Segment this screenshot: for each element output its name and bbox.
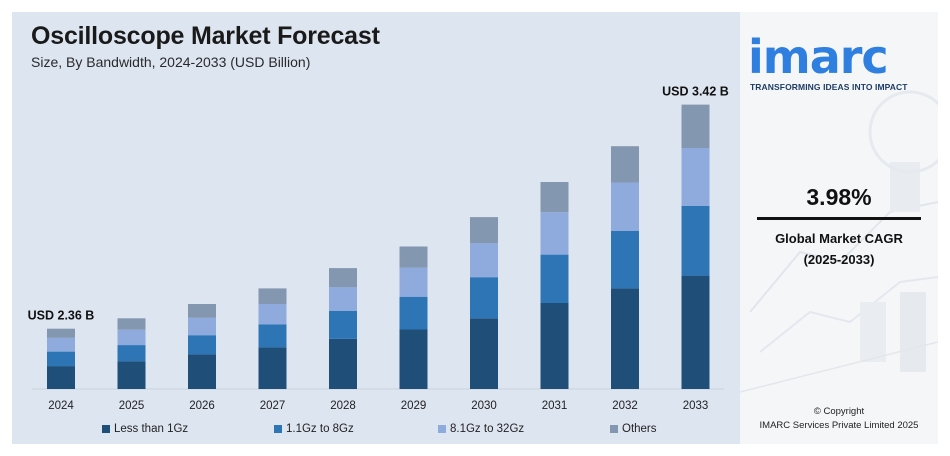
bar-segment-2030-3 bbox=[470, 217, 498, 244]
bar-segment-2030-0 bbox=[470, 318, 498, 389]
legend-label: Others bbox=[622, 423, 657, 435]
x-tick-label: 2025 bbox=[119, 400, 145, 412]
x-tick-label: 2024 bbox=[48, 400, 74, 412]
chart-legend: Less than 1Gz 1.1Gz to 8Gz 8.1Gz to 32Gz… bbox=[12, 423, 740, 439]
x-tick-label: 2033 bbox=[683, 400, 709, 412]
legend-item-8-1gz-to-32gz: 8.1Gz to 32Gz bbox=[438, 423, 524, 435]
data-label-2024: USD 2.36 B bbox=[28, 309, 95, 323]
bar-segment-2024-1 bbox=[47, 351, 75, 367]
bar-segment-2027-2 bbox=[258, 304, 287, 325]
bar-segment-2027-1 bbox=[258, 324, 287, 348]
bar-segment-2029-3 bbox=[399, 246, 428, 268]
legend-label: Less than 1Gz bbox=[114, 423, 189, 435]
legend-swatch bbox=[438, 425, 446, 433]
legend-item-less-than-1gz: Less than 1Gz bbox=[102, 423, 188, 435]
bar-segment-2028-3 bbox=[329, 268, 357, 288]
bar-segment-2027-0 bbox=[258, 347, 287, 389]
bar-segment-2026-1 bbox=[188, 335, 216, 355]
legend-item-others: Others bbox=[610, 423, 657, 435]
imarc-logo: imarc bbox=[748, 30, 889, 84]
bar-segment-2031-0 bbox=[540, 302, 569, 389]
bar-segment-2028-1 bbox=[329, 311, 357, 339]
logo-tagline: TRANSFORMING IDEAS INTO IMPACT bbox=[750, 82, 908, 92]
bar-segment-2024-0 bbox=[47, 366, 75, 389]
bar-segment-2032-1 bbox=[611, 230, 639, 289]
bar-segment-2024-2 bbox=[47, 337, 75, 352]
legend-label: 1.1Gz to 8Gz bbox=[286, 423, 354, 435]
bar-segment-2026-3 bbox=[188, 304, 216, 318]
decorative-background bbox=[740, 90, 938, 393]
legend-swatch bbox=[274, 425, 282, 433]
cagr-value: 3.98% bbox=[806, 184, 872, 210]
bar-segment-2027-3 bbox=[258, 288, 287, 304]
chart-subtitle: Size, By Bandwidth, 2024-2033 (USD Billi… bbox=[31, 54, 311, 70]
bar-segment-2028-2 bbox=[329, 287, 357, 311]
x-tick-label: 2027 bbox=[260, 400, 286, 412]
bar-segment-2024-3 bbox=[47, 328, 75, 338]
bar-segment-2030-1 bbox=[470, 277, 498, 319]
bar-segment-2026-0 bbox=[188, 354, 216, 389]
legend-swatch bbox=[610, 425, 618, 433]
cagr-label: Global Market CAGR bbox=[775, 231, 903, 246]
bar-segment-2032-3 bbox=[611, 146, 639, 183]
chart-panel: Oscilloscope Market Forecast Size, By Ba… bbox=[12, 12, 740, 444]
bar-segment-2031-2 bbox=[540, 212, 569, 255]
bar-chart: 2024 2025 2026 2027 2028 2029 2030 2031 2032 2033… bbox=[28, 85, 729, 412]
bar-segment-2030-2 bbox=[470, 243, 498, 278]
bar-segment-2026-2 bbox=[188, 317, 216, 336]
sidebar-panel: imarc TRANSFORMING IDEAS INTO IMPACT 3.9… bbox=[740, 12, 938, 444]
bar-segment-2028-0 bbox=[329, 338, 357, 389]
x-tick-label: 2032 bbox=[612, 400, 638, 412]
bar-segment-2025-1 bbox=[117, 345, 146, 362]
copyright-line: © Copyright bbox=[813, 406, 865, 417]
x-tick-label: 2026 bbox=[189, 400, 215, 412]
cagr-divider bbox=[757, 217, 921, 220]
x-tick-label: 2031 bbox=[542, 400, 568, 412]
bar-segment-2029-2 bbox=[399, 267, 428, 297]
bar-segment-2033-2 bbox=[681, 148, 710, 206]
bar-segment-2031-3 bbox=[540, 182, 569, 213]
x-tick-label: 2028 bbox=[330, 400, 356, 412]
legend-item-1-1gz-to-8gz: 1.1Gz to 8Gz bbox=[274, 423, 354, 435]
bar-segment-2025-3 bbox=[117, 318, 146, 330]
bar-segment-2033-3 bbox=[681, 104, 710, 148]
chart-title: Oscilloscope Market Forecast bbox=[31, 22, 380, 50]
legend-label: 8.1Gz to 32Gz bbox=[450, 423, 525, 435]
copyright-company: IMARC Services Private Limited 2025 bbox=[759, 420, 919, 431]
bar-segment-2032-0 bbox=[611, 288, 639, 389]
cagr-period: (2025-2033) bbox=[803, 252, 875, 267]
bar-segment-2032-2 bbox=[611, 182, 639, 231]
x-tick-label: 2029 bbox=[401, 400, 427, 412]
bar-segment-2029-1 bbox=[399, 296, 428, 330]
data-label-2033: USD 3.42 B bbox=[662, 85, 729, 99]
bar-segment-2031-1 bbox=[540, 254, 569, 303]
bar-segment-2025-0 bbox=[117, 361, 146, 389]
bar-segment-2033-1 bbox=[681, 206, 710, 276]
x-tick-label: 2030 bbox=[471, 400, 497, 412]
legend-swatch bbox=[102, 425, 110, 433]
bar-segment-2025-2 bbox=[117, 329, 146, 345]
bar-segment-2033-0 bbox=[681, 275, 710, 389]
bar-segment-2029-0 bbox=[399, 329, 428, 389]
